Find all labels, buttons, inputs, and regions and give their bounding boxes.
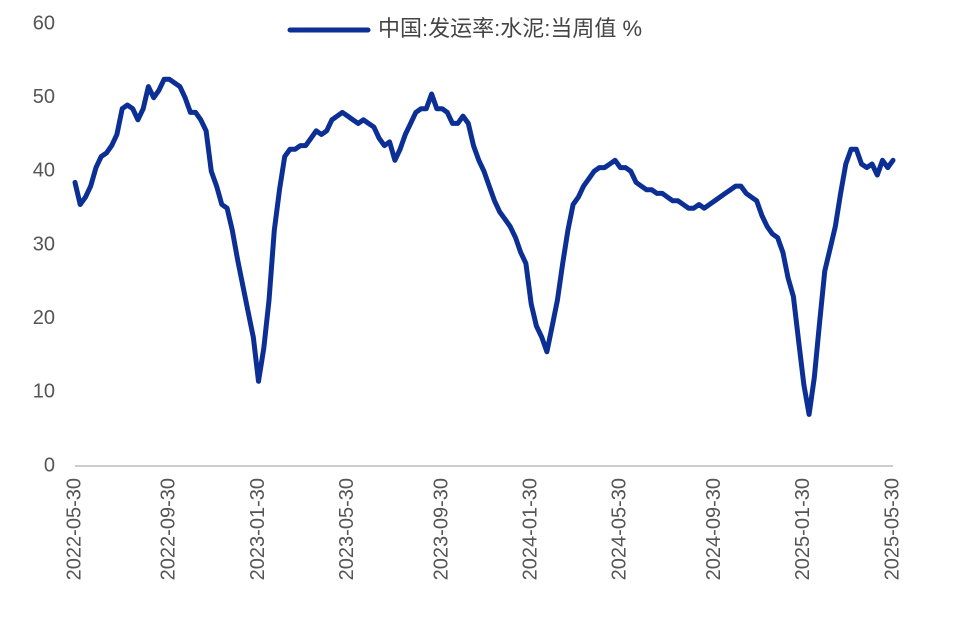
data-line bbox=[72, 76, 896, 417]
x-tick-label: 2024-05-30 bbox=[609, 478, 631, 580]
y-tick-label: 60 bbox=[33, 12, 55, 34]
x-tick-label: 2023-05-30 bbox=[336, 478, 358, 580]
legend-label: 中国:发运率:水泥:当周值 % bbox=[378, 16, 642, 41]
y-tick-label: 20 bbox=[33, 307, 55, 329]
x-tick-label: 2022-05-30 bbox=[63, 478, 85, 580]
x-tick-label: 2023-09-30 bbox=[430, 478, 452, 580]
y-tick-label: 40 bbox=[33, 160, 55, 182]
x-tick-label: 2024-09-30 bbox=[703, 478, 725, 580]
y-tick-label: 10 bbox=[33, 381, 55, 403]
y-tick-label: 50 bbox=[33, 86, 55, 108]
x-tick-label: 2024-01-30 bbox=[519, 478, 541, 580]
y-tick-label: 0 bbox=[44, 454, 55, 476]
x-tick-label: 2025-05-30 bbox=[881, 478, 903, 580]
y-tick-label: 30 bbox=[33, 233, 55, 255]
x-tick-label: 2023-01-30 bbox=[247, 478, 269, 580]
x-tick-label: 2022-09-30 bbox=[158, 478, 180, 580]
x-tick-label: 2025-01-30 bbox=[792, 478, 814, 580]
